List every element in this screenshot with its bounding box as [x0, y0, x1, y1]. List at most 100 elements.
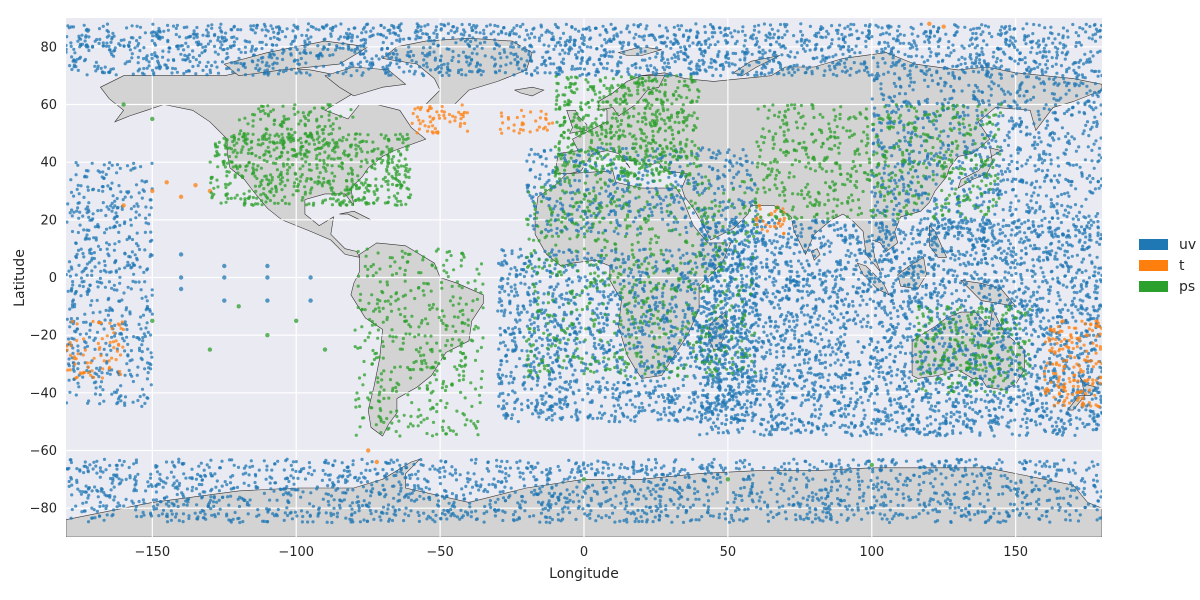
data-point-uv — [935, 69, 939, 73]
data-point-uv — [185, 25, 189, 29]
data-point-uv — [626, 43, 631, 47]
data-point-uv — [831, 72, 836, 76]
data-point-uv — [525, 71, 529, 75]
data-point-uv — [348, 32, 352, 36]
data-point-uv — [451, 49, 455, 54]
data-point-uv — [272, 35, 276, 39]
data-point-uv — [90, 273, 94, 277]
data-point-uv — [361, 27, 365, 31]
data-point-uv — [130, 250, 134, 254]
data-point-uv — [637, 73, 642, 77]
data-point-uv — [1056, 47, 1060, 51]
data-point-uv — [663, 61, 667, 65]
data-point-uv — [213, 50, 217, 54]
data-point-uv — [614, 409, 618, 413]
data-point-uv — [656, 322, 660, 326]
data-point-uv — [907, 41, 911, 46]
data-point-uv — [353, 48, 357, 52]
data-point-uv — [813, 408, 817, 412]
data-point-uv — [93, 392, 98, 396]
data-point-uv — [662, 320, 667, 324]
data-point-uv — [552, 47, 556, 52]
data-point-uv — [101, 388, 105, 392]
data-point-uv — [1059, 64, 1064, 68]
data-point-uv — [1058, 41, 1062, 45]
data-point-uv — [683, 261, 687, 266]
data-point-uv — [166, 66, 170, 70]
data-point-uv — [104, 308, 108, 312]
data-point-uv — [467, 34, 472, 38]
data-point-uv — [880, 26, 884, 30]
data-point-uv — [688, 417, 692, 421]
data-point-uv — [631, 285, 635, 289]
data-point-uv — [874, 23, 878, 27]
data-point-uv — [517, 67, 521, 71]
data-point-uv — [696, 329, 700, 333]
data-point-uv — [611, 392, 615, 396]
data-point-uv — [249, 24, 253, 28]
data-point-uv — [96, 244, 101, 248]
data-point-uv — [295, 48, 299, 52]
data-point-uv — [708, 43, 713, 47]
data-point-uv — [81, 251, 85, 256]
data-point-uv — [976, 228, 980, 232]
data-point-uv — [622, 270, 626, 274]
data-point-uv — [110, 37, 114, 41]
data-point-uv — [804, 398, 808, 402]
data-point-uv — [578, 66, 582, 71]
data-point-uv — [564, 268, 568, 272]
data-point-uv — [596, 265, 600, 269]
data-point-uv — [692, 318, 696, 322]
data-point-uv — [254, 66, 258, 70]
data-point-uv — [654, 55, 658, 59]
data-point-uv — [143, 367, 147, 371]
data-point-uv — [771, 36, 775, 40]
data-point-uv — [77, 34, 81, 38]
data-point-uv — [693, 291, 697, 295]
data-point-uv — [1018, 51, 1022, 56]
data-point-uv — [125, 327, 129, 332]
data-point-uv — [135, 373, 139, 377]
data-point-uv — [523, 38, 527, 42]
data-point-uv — [581, 27, 585, 31]
data-point-uv — [721, 306, 725, 310]
data-point-uv — [118, 43, 122, 48]
data-point-uv — [991, 55, 995, 59]
data-point-uv — [131, 379, 135, 384]
data-point-uv — [1090, 37, 1094, 41]
data-point-uv — [106, 30, 110, 34]
data-point-uv — [215, 65, 219, 69]
data-point-uv — [136, 44, 140, 48]
data-point-uv — [916, 34, 920, 38]
data-point-uv — [817, 31, 821, 35]
data-point-uv — [557, 305, 562, 309]
data-point-uv — [789, 50, 793, 54]
data-point-uv — [499, 64, 503, 68]
data-point-uv — [69, 317, 73, 321]
data-point-uv — [671, 325, 675, 329]
data-point-uv — [103, 263, 107, 268]
data-point-uv — [218, 40, 222, 44]
data-point-uv — [109, 348, 113, 352]
data-point-uv — [597, 321, 601, 325]
data-point-uv — [677, 283, 681, 287]
data-point-uv — [770, 70, 774, 74]
data-point-uv — [1042, 316, 1046, 320]
land-greenland — [381, 37, 533, 105]
data-point-uv — [661, 377, 666, 381]
data-point-uv — [532, 321, 536, 325]
data-point-uv — [139, 356, 143, 360]
data-point-uv — [518, 330, 522, 334]
data-point-uv — [572, 338, 577, 343]
data-point-uv — [150, 238, 154, 242]
data-point-uv — [83, 57, 88, 62]
data-point-uv — [256, 58, 260, 62]
data-point-uv — [1053, 254, 1057, 258]
data-point-uv — [749, 368, 754, 372]
data-point-uv — [224, 57, 228, 61]
data-point-uv — [577, 388, 581, 392]
data-point-uv — [331, 26, 335, 30]
data-point-uv — [870, 73, 874, 77]
data-point-uv — [520, 402, 524, 406]
data-point-uv — [136, 204, 140, 208]
